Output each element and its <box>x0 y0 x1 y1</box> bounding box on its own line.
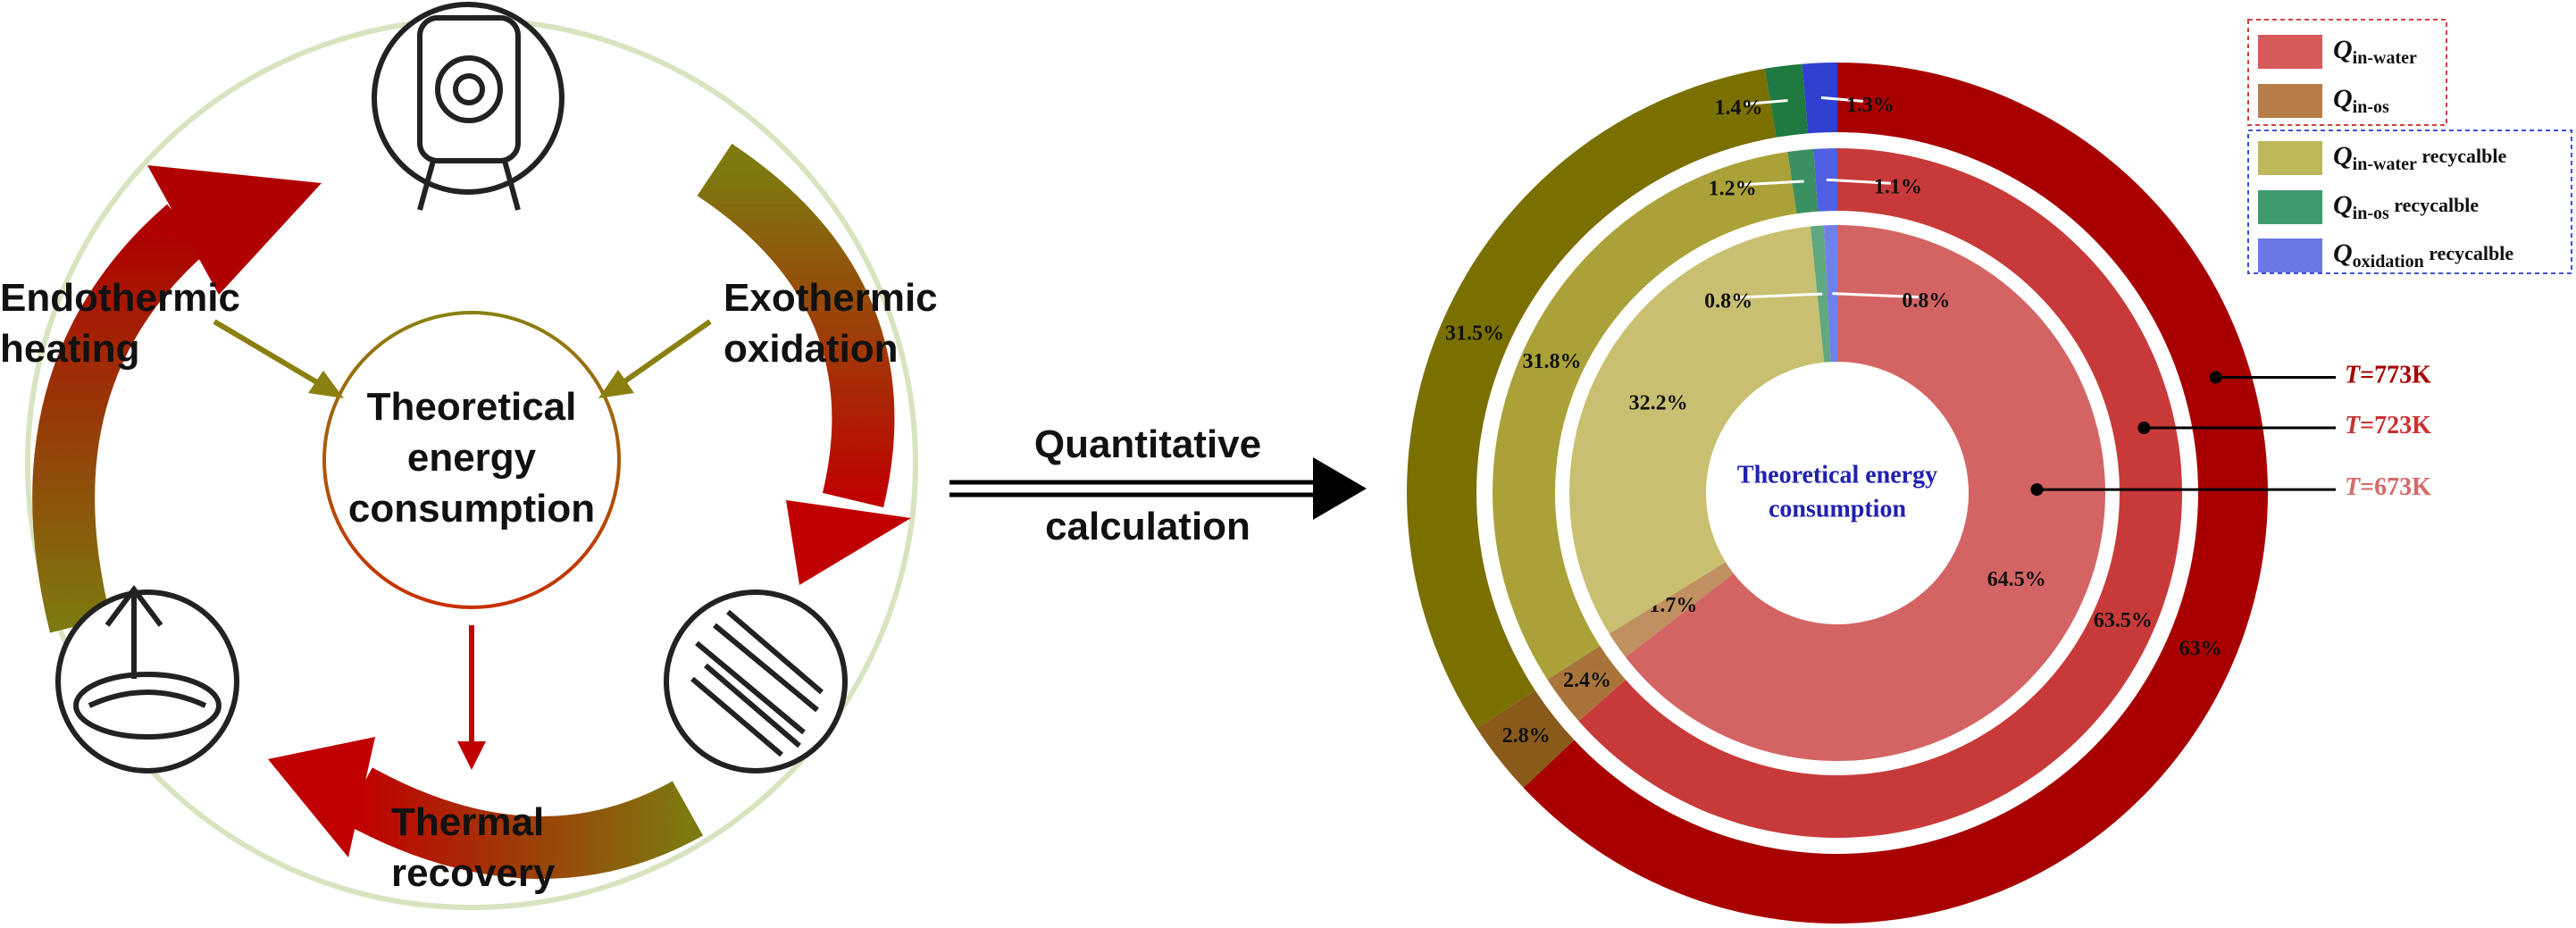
stage-label: heating <box>0 327 139 371</box>
arrow-label: calculation <box>1045 505 1250 548</box>
donut-segment <box>1523 63 2268 924</box>
data-label: 63.5% <box>2094 609 2153 632</box>
legend-label: Qoxidation recycalble <box>2333 238 2513 272</box>
data-label: 0.8% <box>1902 289 1950 313</box>
donut-segment <box>1823 225 1837 363</box>
donut-segment <box>1813 148 1837 212</box>
arrow-label: Quantitative <box>1034 422 1261 466</box>
data-label: 1.1% <box>1874 176 1922 199</box>
center-label: consumption <box>1769 495 1906 523</box>
data-label: 2.4% <box>1563 669 1611 692</box>
data-label: 32.2% <box>1629 392 1688 415</box>
legend-label: Qin-os recycalble <box>2333 190 2479 223</box>
data-label: 1.2% <box>1709 178 1757 201</box>
ring-label: T=773K <box>2345 362 2431 389</box>
legend-swatch <box>2258 35 2322 69</box>
leader-line <box>1832 292 1919 299</box>
leader-line <box>1735 292 1823 299</box>
legend-label: Qin-water recycalble <box>2333 141 2506 174</box>
oilfield-icon <box>55 585 239 773</box>
legend-box <box>2247 130 2572 274</box>
legend-label: Qin-water <box>2333 35 2417 68</box>
arrow-head <box>147 165 322 295</box>
donut-segment <box>1547 645 1626 722</box>
donut-segment <box>1407 68 1777 729</box>
curved-arrow <box>32 204 209 633</box>
data-label: 63% <box>2179 637 2222 660</box>
nested-donut-chart: 63% 2.8% 31.5% 1.4% 1.3% T=773K 63.5% 2.4% 31.8%… <box>1407 19 2572 924</box>
arrow-head <box>268 737 375 857</box>
center-text: energy <box>407 436 537 480</box>
stage-label: Exothermic <box>723 276 938 320</box>
donut-segment <box>1625 225 2105 761</box>
donut-segment <box>1578 148 2182 839</box>
arrow-head <box>598 370 634 398</box>
arrow <box>213 319 332 393</box>
legend-box <box>2247 19 2447 126</box>
curved-arrow <box>697 143 895 508</box>
stage-label: oxidation <box>723 327 899 371</box>
stage-label: Thermal <box>391 800 544 844</box>
pipes-icon <box>664 589 848 773</box>
data-label: 31.8% <box>1523 350 1582 373</box>
legend-swatch <box>2258 238 2322 272</box>
data-label: 31.5% <box>1445 322 1504 345</box>
leader-line <box>1820 96 1864 103</box>
data-label: 64.5% <box>1987 568 2046 591</box>
donut-segment <box>1609 562 1734 657</box>
data-label: 1.3% <box>1846 94 1894 117</box>
center-label: Theoretical energy <box>1737 461 1937 489</box>
center-text: Theoretical <box>367 385 577 429</box>
arrow-head <box>786 500 911 585</box>
donut-segment <box>1569 226 1825 634</box>
legend-swatch <box>2258 141 2322 175</box>
stage-label: recovery <box>391 851 556 895</box>
arrow <box>610 319 712 393</box>
donut-segment <box>1802 63 1837 134</box>
ring-label: T=723K <box>2345 412 2431 439</box>
curved-arrow <box>342 767 704 879</box>
leader-line <box>1826 178 1891 185</box>
leader-line <box>1739 180 1804 187</box>
leader-line <box>1745 98 1788 105</box>
reactor-icon <box>372 2 565 211</box>
calc-arrow: Quantitative calculation <box>949 422 1367 548</box>
center-circle <box>322 311 621 609</box>
data-label: 1.4% <box>1714 96 1762 120</box>
legend-swatch <box>2258 190 2322 224</box>
donut-segment <box>1476 690 1575 788</box>
arrow-head <box>457 741 486 770</box>
arrow-head <box>1313 457 1367 520</box>
center-text: consumption <box>348 487 595 531</box>
legend-label: Qin-os <box>2333 84 2389 117</box>
arrow-head <box>308 371 344 398</box>
data-label: 2.8% <box>1502 724 1551 748</box>
data-label: 0.8% <box>1704 290 1752 314</box>
donut-segment <box>1493 152 1797 680</box>
legend-swatch <box>2258 84 2322 118</box>
cycle-diagram: Theoretical energy consumption Endotherm… <box>0 2 938 910</box>
stage-label: Endothermic <box>0 276 240 320</box>
ring-label: T=673K <box>2345 474 2431 502</box>
